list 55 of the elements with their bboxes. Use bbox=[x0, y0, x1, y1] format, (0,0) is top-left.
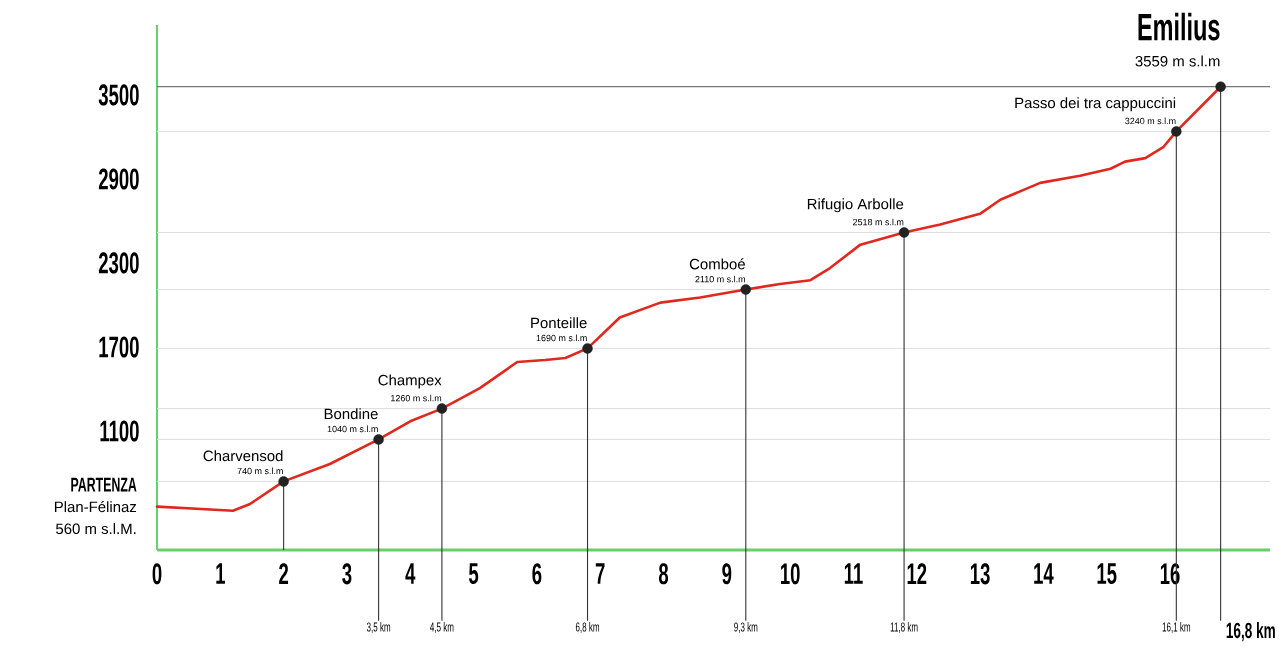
annotation: 1040 m s.l.m bbox=[327, 425, 378, 433]
x-tick-label: 9 bbox=[722, 563, 732, 585]
point bbox=[278, 476, 289, 487]
annotation: 2518 m s.l.m bbox=[853, 218, 904, 226]
x-tick-label: 12 bbox=[907, 563, 927, 585]
point bbox=[898, 227, 910, 238]
x-tick-label: 6 bbox=[532, 563, 542, 585]
ref-line-label: 11,8 km bbox=[890, 622, 918, 634]
ref-line-label: 4,5 km bbox=[430, 622, 454, 634]
x-tick-label: 15 bbox=[1097, 563, 1117, 585]
x-tick-label: 1 bbox=[216, 563, 225, 584]
annotation: Champex bbox=[378, 374, 442, 389]
x-tick-label: 11 bbox=[844, 563, 863, 584]
point bbox=[1215, 81, 1226, 92]
x-tick-label: 7 bbox=[595, 563, 605, 584]
ref-line-label: 6,8 km bbox=[575, 622, 600, 634]
x-tick-label: 14 bbox=[1034, 563, 1054, 584]
ref-line-label: 3,5 km bbox=[366, 622, 391, 634]
annotation: 740 m s.l.m bbox=[237, 467, 283, 475]
x-tick-label: 13 bbox=[970, 563, 990, 585]
annotation: Charvensod bbox=[203, 450, 283, 462]
ref-line-label: 9,3 km bbox=[734, 622, 758, 634]
x-tick-label: 0 bbox=[152, 563, 162, 585]
annotation: Ponteille bbox=[531, 317, 587, 329]
annotation: Bondine bbox=[324, 408, 378, 420]
annotation: 2110 m s.l.m bbox=[695, 275, 745, 283]
y-tick-label: 1700 bbox=[99, 336, 139, 358]
x-tick-label: 4 bbox=[405, 563, 416, 584]
y-tick-label: 3500 bbox=[98, 84, 139, 106]
annotation: Plan-Félinaz bbox=[54, 501, 137, 513]
y-tick-label: 1100 bbox=[100, 420, 139, 442]
x-tick-label: 5 bbox=[468, 563, 479, 585]
annotation: Comboé bbox=[689, 258, 745, 270]
point bbox=[1171, 126, 1182, 137]
point bbox=[373, 434, 384, 445]
annotation: 560 m s.l.M. bbox=[56, 523, 136, 535]
x-tick-label: 3 bbox=[342, 563, 352, 585]
annotation: Passo dei tra cappuccini bbox=[1015, 97, 1176, 112]
annotation: PARTENZA bbox=[71, 477, 137, 492]
x-tick-label: 10 bbox=[780, 563, 800, 585]
annotation: 1690 m s.l.m bbox=[536, 334, 587, 342]
point bbox=[740, 284, 751, 295]
point bbox=[436, 403, 448, 414]
ref-line-label: 16,1 km bbox=[1162, 622, 1191, 634]
annotation: Rifugio Arbolle bbox=[807, 198, 904, 213]
annotation: 3240 m s.l.m bbox=[1125, 117, 1176, 125]
y-tick-label: 2300 bbox=[98, 252, 139, 274]
x-tick-label: 2 bbox=[279, 563, 289, 585]
ref-line-label: 16,8 km bbox=[1226, 622, 1275, 642]
annotation: Emilius bbox=[1138, 12, 1220, 41]
annotation: 1260 m s.l.m bbox=[391, 394, 442, 402]
y-tick-label: 2900 bbox=[98, 168, 139, 190]
x-tick-label: 8 bbox=[658, 563, 669, 585]
point bbox=[582, 343, 593, 354]
annotation: 3559 m s.l.m bbox=[1135, 55, 1220, 67]
